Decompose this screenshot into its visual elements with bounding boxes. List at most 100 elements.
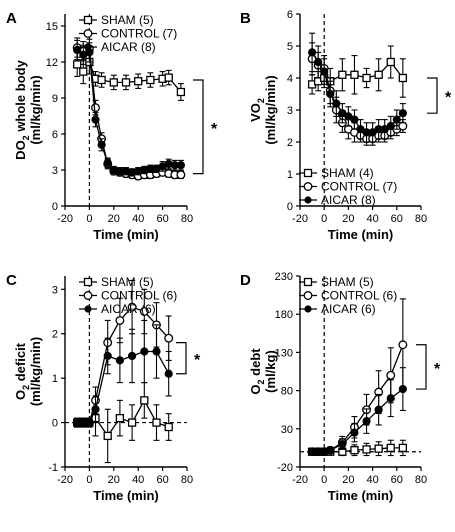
series-line bbox=[76, 49, 181, 174]
y-tick-label: 180 bbox=[275, 309, 293, 321]
legend-label: AICAR (6) bbox=[321, 302, 376, 316]
x-tick-label: 20 bbox=[342, 474, 354, 486]
data-point bbox=[374, 444, 383, 453]
data-point bbox=[91, 405, 100, 414]
x-tick-label: 80 bbox=[415, 213, 427, 225]
x-tick-label: -20 bbox=[292, 213, 308, 225]
y-axis-unit: (ml/kg/min) bbox=[28, 75, 43, 144]
legend-label: CONTROL (7) bbox=[321, 180, 397, 194]
x-tick-label: 20 bbox=[108, 213, 120, 225]
legend-marker bbox=[304, 305, 312, 313]
y-tick-label: 2 bbox=[52, 329, 58, 341]
data-point bbox=[164, 422, 173, 432]
series-aicar bbox=[308, 32, 407, 143]
x-tick-label: 60 bbox=[391, 213, 403, 225]
data-point bbox=[398, 384, 407, 394]
y-tick-label: 0 bbox=[52, 418, 58, 430]
series-aicar bbox=[73, 319, 173, 428]
data-point bbox=[374, 405, 383, 414]
data-point bbox=[338, 70, 347, 79]
legend-marker bbox=[84, 43, 92, 51]
data-point bbox=[128, 351, 137, 361]
data-point bbox=[362, 73, 371, 83]
x-axis-title: Time (min) bbox=[93, 227, 159, 242]
data-point bbox=[326, 89, 335, 99]
data-point bbox=[176, 161, 185, 170]
data-point bbox=[176, 170, 186, 180]
bracket-line bbox=[427, 77, 438, 114]
data-point bbox=[115, 413, 125, 423]
x-tick-label: 80 bbox=[181, 213, 193, 225]
y-axis-unit: (ml/kg/min) bbox=[263, 75, 278, 144]
y-tick-label: 6 bbox=[287, 9, 293, 21]
significance-bracket: * bbox=[193, 79, 218, 175]
legend-label: SHAM (5) bbox=[101, 13, 154, 27]
data-point bbox=[350, 428, 359, 437]
data-point bbox=[103, 158, 112, 167]
significance-star: * bbox=[211, 121, 218, 138]
legend: SHAM (4)CONTROL (7)AICAR (8) bbox=[299, 166, 397, 207]
data-point bbox=[176, 87, 186, 97]
data-point bbox=[103, 351, 112, 361]
y-tick-label: 130 bbox=[275, 347, 293, 359]
legend-marker bbox=[303, 182, 313, 191]
legend-marker bbox=[84, 305, 92, 313]
x-tick-label: 0 bbox=[86, 213, 92, 225]
data-point bbox=[398, 340, 408, 350]
panel-label: C bbox=[6, 272, 17, 289]
y-tick-label: 0 bbox=[52, 201, 58, 213]
y-tick-label: 9 bbox=[52, 93, 58, 105]
data-point bbox=[127, 418, 137, 427]
data-point bbox=[73, 60, 82, 69]
y-tick-label: -20 bbox=[277, 462, 293, 474]
y-tick-label: 5 bbox=[287, 41, 293, 53]
bracket-line bbox=[416, 344, 427, 390]
data-point bbox=[332, 99, 341, 108]
data-point bbox=[398, 443, 408, 453]
x-tick-label: 0 bbox=[321, 474, 327, 486]
legend-marker bbox=[83, 15, 93, 25]
series-line bbox=[76, 47, 181, 177]
data-point bbox=[392, 115, 401, 124]
series-aicar bbox=[73, 39, 185, 177]
legend-label: AICAR (8) bbox=[321, 193, 376, 207]
data-point bbox=[308, 48, 317, 57]
y-axis-unit: (ml/kg) bbox=[263, 350, 278, 393]
legend-marker bbox=[303, 291, 313, 300]
y-tick-label: 80 bbox=[281, 386, 293, 398]
data-point bbox=[115, 315, 125, 325]
data-point bbox=[362, 417, 371, 426]
data-point bbox=[79, 67, 88, 76]
y-tick-label: 6 bbox=[52, 129, 58, 141]
data-point bbox=[109, 78, 118, 87]
legend-marker bbox=[83, 277, 93, 287]
x-tick-label: 40 bbox=[366, 474, 378, 486]
y-axis-unit: (ml/kg/min) bbox=[28, 337, 43, 406]
data-point bbox=[115, 356, 125, 365]
data-point bbox=[85, 418, 94, 427]
y-tick-label: 15 bbox=[46, 21, 58, 33]
x-tick-label: 40 bbox=[132, 213, 144, 225]
x-tick-label: 0 bbox=[86, 474, 92, 486]
data-point bbox=[398, 109, 407, 118]
y-tick-label: 3 bbox=[287, 105, 293, 117]
x-tick-label: -20 bbox=[57, 213, 73, 225]
legend: SHAM (5)CONTROL (7)AICAR (8) bbox=[79, 13, 177, 54]
significance-star: * bbox=[434, 361, 441, 378]
x-axis-title: Time (min) bbox=[328, 227, 394, 242]
panel-label: B bbox=[240, 10, 251, 27]
legend: SHAM (5)CONTROL (6)AICAR (6) bbox=[79, 275, 177, 316]
data-point bbox=[152, 347, 161, 356]
legend-marker bbox=[83, 291, 93, 300]
data-point bbox=[146, 75, 155, 85]
y-tick-label: 30 bbox=[281, 424, 293, 436]
data-point bbox=[134, 77, 143, 86]
y-tick-label: 12 bbox=[46, 57, 58, 69]
data-point bbox=[386, 394, 395, 403]
data-point bbox=[140, 396, 149, 405]
y-axis-title: O2 debt bbox=[248, 348, 266, 395]
legend-label: CONTROL (6) bbox=[101, 289, 177, 303]
y-axis-title: DO2 whole body bbox=[13, 59, 31, 159]
x-tick-label: 80 bbox=[181, 474, 193, 486]
